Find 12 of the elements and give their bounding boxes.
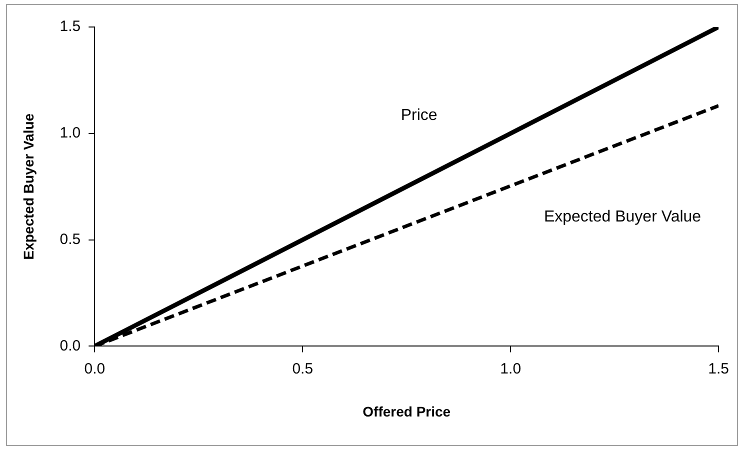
text: Expected Buyer Value [544, 208, 702, 226]
x-tick-label: 1.5 [708, 360, 730, 378]
x-axis-title: Offered Price [362, 403, 451, 420]
y-tick-label: 1.0 [60, 124, 81, 142]
y-tick-label: 0.5 [60, 230, 81, 248]
x-tick-label: 0.5 [292, 360, 314, 378]
x-tick-label: 0.0 [84, 360, 106, 378]
y-tick-label: 1.5 [60, 18, 81, 36]
x-tick-label: 1.0 [500, 360, 522, 378]
text: Price [400, 107, 438, 124]
y-tick-label: 0.0 [60, 337, 81, 354]
y-axis-title: Expected Buyer Value [20, 113, 36, 260]
